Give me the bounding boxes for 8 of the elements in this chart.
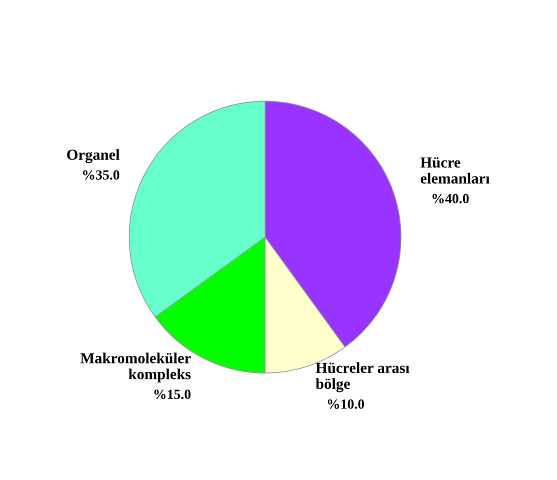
slice-label: Makromoleküler kompleks xyxy=(80,352,191,382)
data-label: %10.0 xyxy=(328,399,364,409)
slice-label: Hücreler arası bölge xyxy=(316,362,410,392)
data-label: %35.0 xyxy=(83,170,120,180)
data-label: %15.0 xyxy=(154,390,191,400)
slice-label: Hücre elemanları xyxy=(420,157,490,184)
slice-label: Organel xyxy=(67,149,120,164)
data-label: %40.0 xyxy=(432,194,469,204)
